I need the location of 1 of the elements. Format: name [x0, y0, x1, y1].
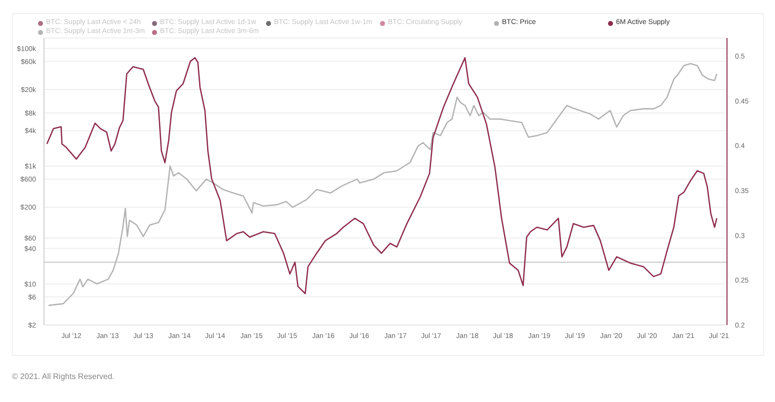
text: © 2021. All Rights Reserved. — [12, 372, 114, 381]
